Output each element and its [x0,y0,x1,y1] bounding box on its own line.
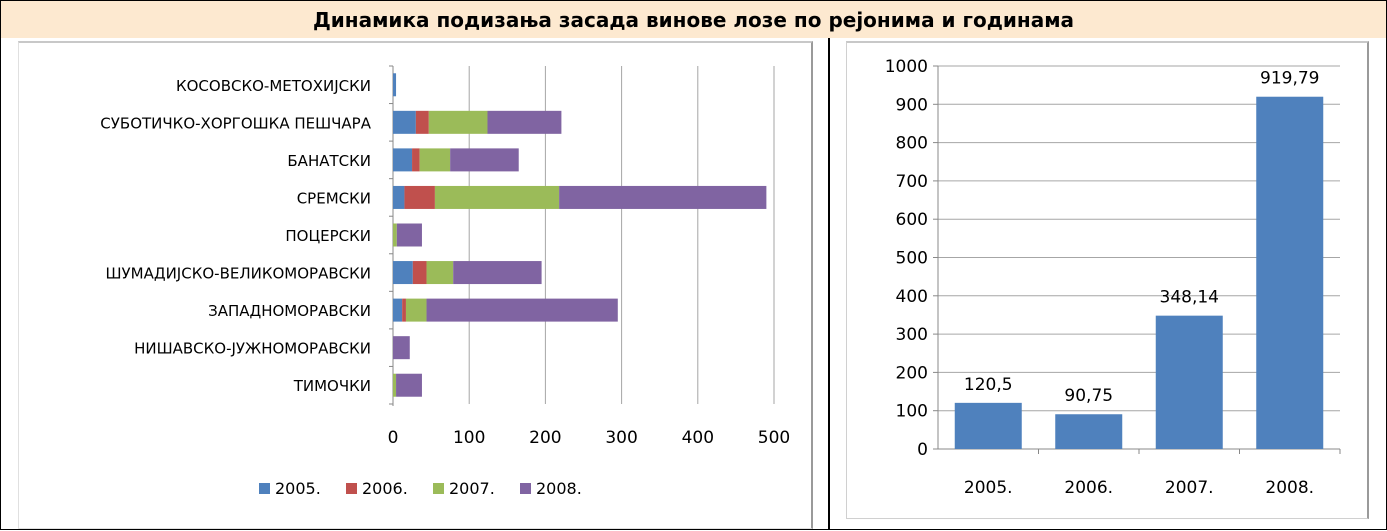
bar-segment [393,298,403,322]
legend-swatch [520,483,531,494]
bar [1055,414,1123,449]
bar [1256,96,1324,449]
data-label: 90,75 [1064,386,1113,406]
x-tick-label: 400 [682,428,714,448]
category-label: СУБОТИЧКО-ХОРГОШКА ПЕШЧАРА [100,114,371,132]
x-tick-label: 500 [758,428,790,448]
bar-segment [396,223,422,247]
category-label: СРЕМСКИ [297,189,371,207]
category-label: КОСОВСКО-МЕТОХИЈСКИ [176,77,371,95]
legend-swatch [259,483,270,494]
y-tick-label: 400 [896,287,928,307]
yearly-bar-chart: 0 100 200 300 400 500 600 700 800 900 1000 120,5 200… [885,57,1341,498]
bar-segment [393,223,397,247]
legend-label: 2008. [536,479,582,498]
y-tick-label: 1000 [885,57,928,77]
legend-label: 2005. [275,479,321,498]
x-tick-label: 2005. [964,478,1013,498]
bar-segment [419,148,451,172]
x-tick-label: 2007. [1165,478,1214,498]
bar [954,402,1022,449]
bar-segment [428,110,488,134]
bar-segment [426,298,618,322]
bar-segment [393,336,410,360]
legend-label: 2006. [362,479,408,498]
right-chart-frame [846,41,1369,519]
x-tick-label: 300 [605,428,637,448]
y-tick-label: 700 [896,172,928,192]
x-tick-label: 200 [529,428,561,448]
stacked-bar-chart: 0 100 200 300 400 500 КОСОВСКО-МЕТОХИЈСКИ СУБОТ… [100,65,790,498]
y-tick-label: 600 [896,210,928,230]
x-tick-label: 100 [453,428,485,448]
left-chart-frame [18,41,813,529]
category-label: ПОЦЕРСКИ [285,227,371,245]
y-tick-label: 0 [917,440,928,460]
y-tick-label: 800 [896,134,928,154]
legend-swatch [346,483,357,494]
bar-segment [434,185,560,209]
legend-label: 2007. [449,479,495,498]
category-label: ТИМОЧКИ [293,377,371,395]
left-chart-panel: 0 100 200 300 400 500 КОСОВСКО-МЕТОХИЈСКИ СУБОТ… [0,38,829,530]
y-tick-label: 500 [896,249,928,269]
y-tick-label: 300 [896,325,928,345]
bar-segment [393,261,413,285]
bar-segment [396,373,422,397]
x-tick-label: 2008. [1265,478,1314,498]
bar-segment [404,185,435,209]
bar-segment [412,148,420,172]
category-label: ШУМАДИЈСКО-ВЕЛИКОМОРАВСКИ [105,265,371,283]
bar-segment [453,261,542,285]
bar-segment [412,261,427,285]
category-label: ЗАПАДНОМОРАВСКИ [208,302,371,320]
x-tick-label: 0 [388,428,399,448]
bar-segment [405,298,427,322]
bar-segment [559,185,767,209]
bar-segment [393,373,397,397]
bar-segment [393,185,405,209]
legend-swatch [433,483,444,494]
data-label: 120,5 [964,375,1013,395]
category-label: НИШАВСКО-ЈУЖНОМОРАВСКИ [134,340,371,358]
y-tick-label: 200 [896,363,928,383]
y-tick-label: 100 [896,402,928,422]
bar-segment [393,110,416,134]
bar-segment [487,110,562,134]
bar-segment [402,298,406,322]
bar [1155,315,1223,449]
data-label: 919,79 [1260,69,1319,89]
category-label: БАНАТСКИ [287,152,371,170]
bar-segment [450,148,519,172]
data-label: 348,14 [1160,288,1219,308]
right-chart-panel: 0 100 200 300 400 500 600 700 800 900 1000 120,5 200… [829,38,1387,530]
y-tick-label: 900 [896,95,928,115]
bar-segment [415,110,429,134]
bar-segment [426,261,454,285]
page-title: Динамика подизања засада винове лозе по … [0,0,1387,39]
bar-segment [393,148,413,172]
bar-segment [393,73,397,97]
x-tick-label: 2006. [1064,478,1113,498]
